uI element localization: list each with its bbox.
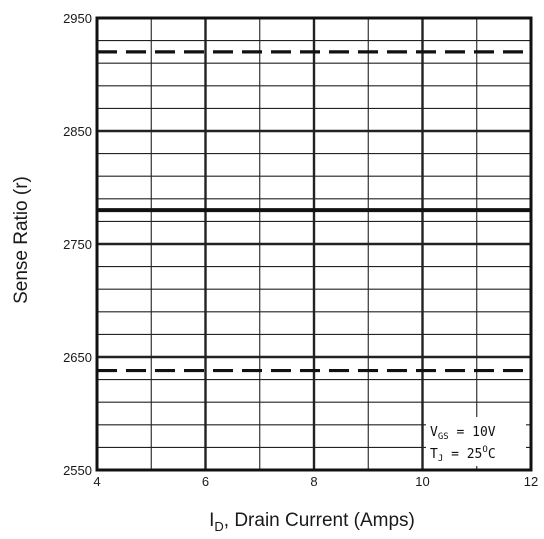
grid (97, 18, 531, 470)
annotation-tj: TJ = 25OC (430, 445, 496, 464)
annotation-vgs-subscript: GS (438, 432, 449, 442)
x-axis-label-rest: , Drain Current (Amps) (224, 510, 415, 531)
x-tick-label: 10 (415, 474, 429, 489)
annotation-tj-unit: C (488, 447, 496, 462)
y-tick-label: 2550 (63, 463, 92, 478)
plot-frame (95, 16, 533, 472)
x-tick-label: 6 (202, 474, 209, 489)
series-layer (97, 50, 531, 373)
y-tick-label: 2950 (63, 11, 92, 26)
annotation-background (426, 417, 526, 466)
x-tick-label: 8 (310, 474, 317, 489)
x-axis-label-main: I (209, 510, 214, 531)
x-axis-label-subscript: D (214, 519, 223, 534)
y-tick-label: 2750 (63, 237, 92, 252)
x-tick-label: 4 (93, 474, 100, 489)
conditions-annotation: VGS = 10V TJ = 25OC (426, 417, 526, 466)
annotation-tj-main: T (430, 447, 438, 462)
annotation-vgs: VGS = 10V (430, 425, 496, 442)
annotation-vgs-value: = 10V (449, 425, 496, 440)
tick-labels: 4 6 8 10 12 2550 2650 2750 2850 2950 (63, 11, 538, 489)
annotation-tj-degree: O (482, 445, 487, 455)
annotation-tj-subscript: J (438, 454, 443, 464)
x-axis-label: ID, Drain Current (Amps) (209, 510, 415, 534)
x-tick-label: 12 (524, 474, 538, 489)
annotation-tj-value: = 25 (443, 447, 482, 462)
y-tick-label: 2650 (63, 350, 92, 365)
annotation-vgs-main: V (430, 425, 438, 440)
y-tick-label: 2850 (63, 124, 92, 139)
y-axis-label: Sense Ratio (r) (11, 176, 32, 304)
